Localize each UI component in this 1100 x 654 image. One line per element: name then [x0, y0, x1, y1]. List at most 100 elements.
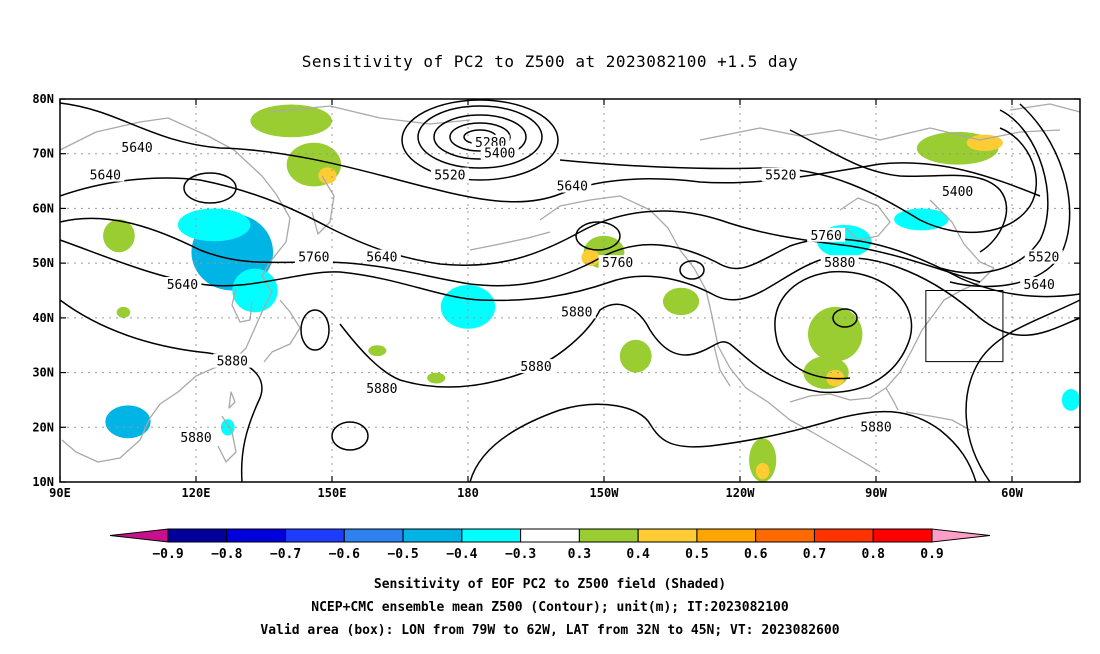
contour-label: 5640 [557, 180, 588, 195]
coastline-siberia-north [269, 105, 471, 125]
colorbar-label: 0.9 [920, 547, 943, 562]
contour-5820 [59, 239, 1081, 336]
contour-label-bg-7 [362, 380, 401, 395]
lat-tick-label: 80N [32, 92, 54, 106]
coastline-florida [885, 387, 899, 411]
contour-label-bg-10 [471, 134, 510, 149]
contour-closed-us-high [832, 308, 858, 328]
contour-label-bg-21 [857, 419, 895, 434]
graticule [60, 99, 1080, 482]
colorbar-swatch [755, 528, 815, 543]
contour-label-bg-5 [213, 353, 252, 368]
map-title: Sensitivity of PC2 to Z500 at 2023082100… [302, 52, 799, 71]
colorbar-swatch [285, 528, 345, 543]
colorbar-label: −0.8 [211, 547, 242, 562]
contour-label-bg-13 [553, 178, 592, 193]
lat-tick-label: 60N [32, 201, 54, 215]
shade-region-5 [440, 285, 496, 329]
contour-label-bg-8 [517, 359, 555, 374]
contour-label-bg-19 [1024, 249, 1063, 264]
colorbar-swatch [696, 528, 757, 543]
coastline-asia-east [59, 117, 291, 463]
shade-region-16 [619, 339, 652, 373]
colorbar-swatch [402, 528, 463, 543]
contour-closed-subtropical-high [331, 421, 369, 451]
contour-label-bg-17 [820, 255, 859, 270]
shade-region-27 [755, 462, 770, 480]
shade-region-28 [581, 249, 600, 266]
low-center-ring-4 [417, 105, 543, 169]
colorbar: −0.9 −0.8 −0.7 −0.6 −0.5 −0.4 −0.3 0.3 0.4 0.5 0.6… [109, 528, 991, 562]
coastline-philippines [217, 415, 237, 463]
coastline-kamchatka [311, 175, 335, 235]
contour-5640-west [59, 102, 1041, 203]
lon-tick-label: 90W [865, 486, 887, 500]
contour-label: 5880 [860, 420, 891, 435]
contour-label: 5760 [298, 251, 329, 266]
contour-trough-east-1 [939, 109, 1049, 274]
shade-region-22 [368, 345, 387, 357]
colorbar-swatch [343, 528, 404, 543]
contour-label-bg-12 [430, 167, 469, 182]
contour-label: 5880 [180, 431, 211, 446]
contour-closed-west-pacific [300, 309, 330, 351]
colorbar-low-extension [109, 528, 169, 543]
contour-label-bg-15 [761, 167, 800, 182]
footer-line-1: Sensitivity of EOF PC2 to Z500 field (Sh… [374, 577, 726, 592]
shade-region-10 [1061, 388, 1080, 411]
colorbar-high-extension [931, 528, 991, 543]
shade-region-17 [808, 306, 863, 362]
contour-label: 5760 [810, 229, 841, 244]
contour-label: 5880 [366, 382, 397, 397]
contour-label-bg-4 [362, 249, 401, 264]
low-center-ring-3 [433, 114, 527, 160]
colorbar-label: −0.9 [152, 547, 183, 562]
colorbar-label: 0.8 [861, 547, 885, 562]
contour-label-bg-14 [598, 255, 637, 270]
contour-label-bg-11 [480, 145, 519, 160]
contour-closed-gulf-alaska [679, 260, 705, 280]
colorbar-swatch [578, 528, 639, 543]
low-center-ring-5 [401, 99, 559, 181]
lon-tick-label: 180 [457, 486, 479, 500]
coastline-us-east [899, 267, 995, 373]
shade-region-15 [662, 287, 700, 316]
colorbar-label: −0.5 [387, 547, 418, 562]
contour-label-bg-20 [1020, 277, 1059, 292]
contour-label: 5400 [942, 185, 973, 200]
contour-label: 5880 [217, 355, 248, 370]
colorbar-label: 0.7 [803, 547, 826, 562]
shade-region-12 [250, 104, 332, 138]
contour-label: 5520 [434, 169, 465, 184]
shade-region-24 [318, 167, 337, 184]
colorbar-swatch [872, 528, 933, 543]
valid-area-box [925, 290, 1004, 363]
colorbar-swatch [637, 528, 698, 543]
map-frame [59, 98, 1081, 483]
colorbar-swatch [461, 528, 522, 543]
coastline-taiwan [228, 391, 236, 409]
colorbar-swatch [813, 528, 874, 543]
coastline-canada-arctic [699, 127, 1061, 141]
coastline-aleutians [469, 231, 551, 251]
colorbar-label: 0.3 [568, 547, 591, 562]
contour-label-bg-2 [163, 277, 202, 292]
lat-tick-label: 20N [32, 420, 54, 434]
lat-tick-label: 30N [32, 366, 54, 380]
contour-closed-low-asia [183, 172, 237, 204]
lon-tick-label: 90E [49, 486, 71, 500]
lon-tick-label: 120E [182, 486, 211, 500]
contour-5880-central-pacific [339, 270, 913, 394]
contour-label: 5640 [167, 278, 198, 293]
contour-5400-east [789, 129, 1008, 253]
contour-5520-east [559, 127, 1038, 234]
coastline-caribbean [905, 411, 971, 431]
shade-region-8 [894, 208, 949, 231]
colorbar-label: 0.5 [685, 547, 708, 562]
contour-label-bg-9 [557, 304, 596, 319]
lat-tick-label: 50N [32, 256, 54, 270]
